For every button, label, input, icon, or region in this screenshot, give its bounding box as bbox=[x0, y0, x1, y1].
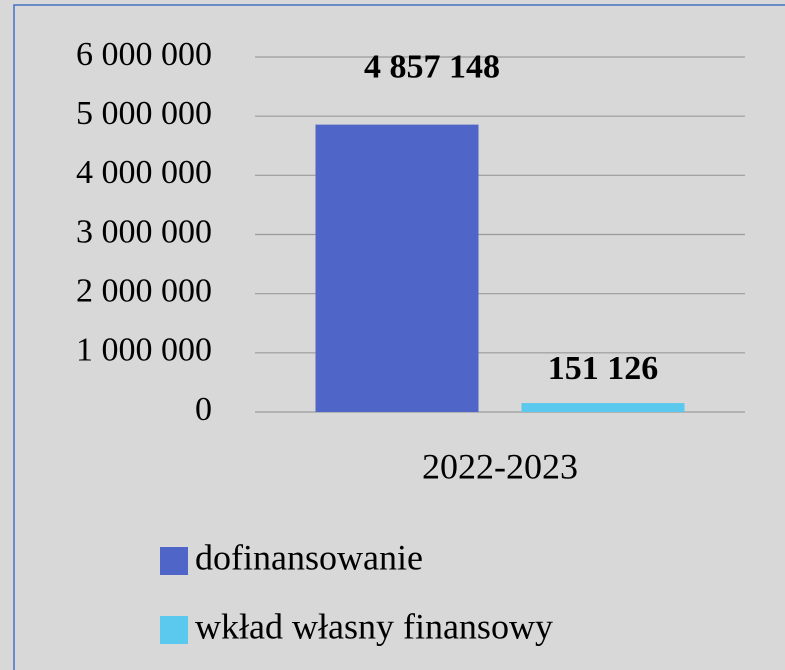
y-tick-label: 2 000 000 bbox=[76, 272, 212, 309]
y-tick-label: 1 000 000 bbox=[76, 332, 212, 369]
legend-swatch bbox=[160, 547, 188, 575]
y-tick-label: 6 000 000 bbox=[76, 36, 212, 73]
y-tick-label: 0 bbox=[195, 391, 212, 428]
legend-label: dofinansowanie bbox=[195, 537, 423, 577]
y-tick-label: 4 000 000 bbox=[76, 154, 212, 191]
bar bbox=[521, 403, 685, 412]
value-label: 4 857 148 bbox=[364, 48, 500, 85]
y-tick-label: 5 000 000 bbox=[76, 95, 212, 132]
frame bbox=[13, 4, 785, 670]
legend-swatch bbox=[160, 616, 188, 644]
value-label: 151 126 bbox=[548, 350, 659, 387]
bar bbox=[315, 124, 479, 412]
legend-label: wkład własny finansowy bbox=[195, 606, 553, 646]
x-tick-label: 2022-2023 bbox=[422, 446, 578, 486]
y-tick-label: 3 000 000 bbox=[76, 213, 212, 250]
